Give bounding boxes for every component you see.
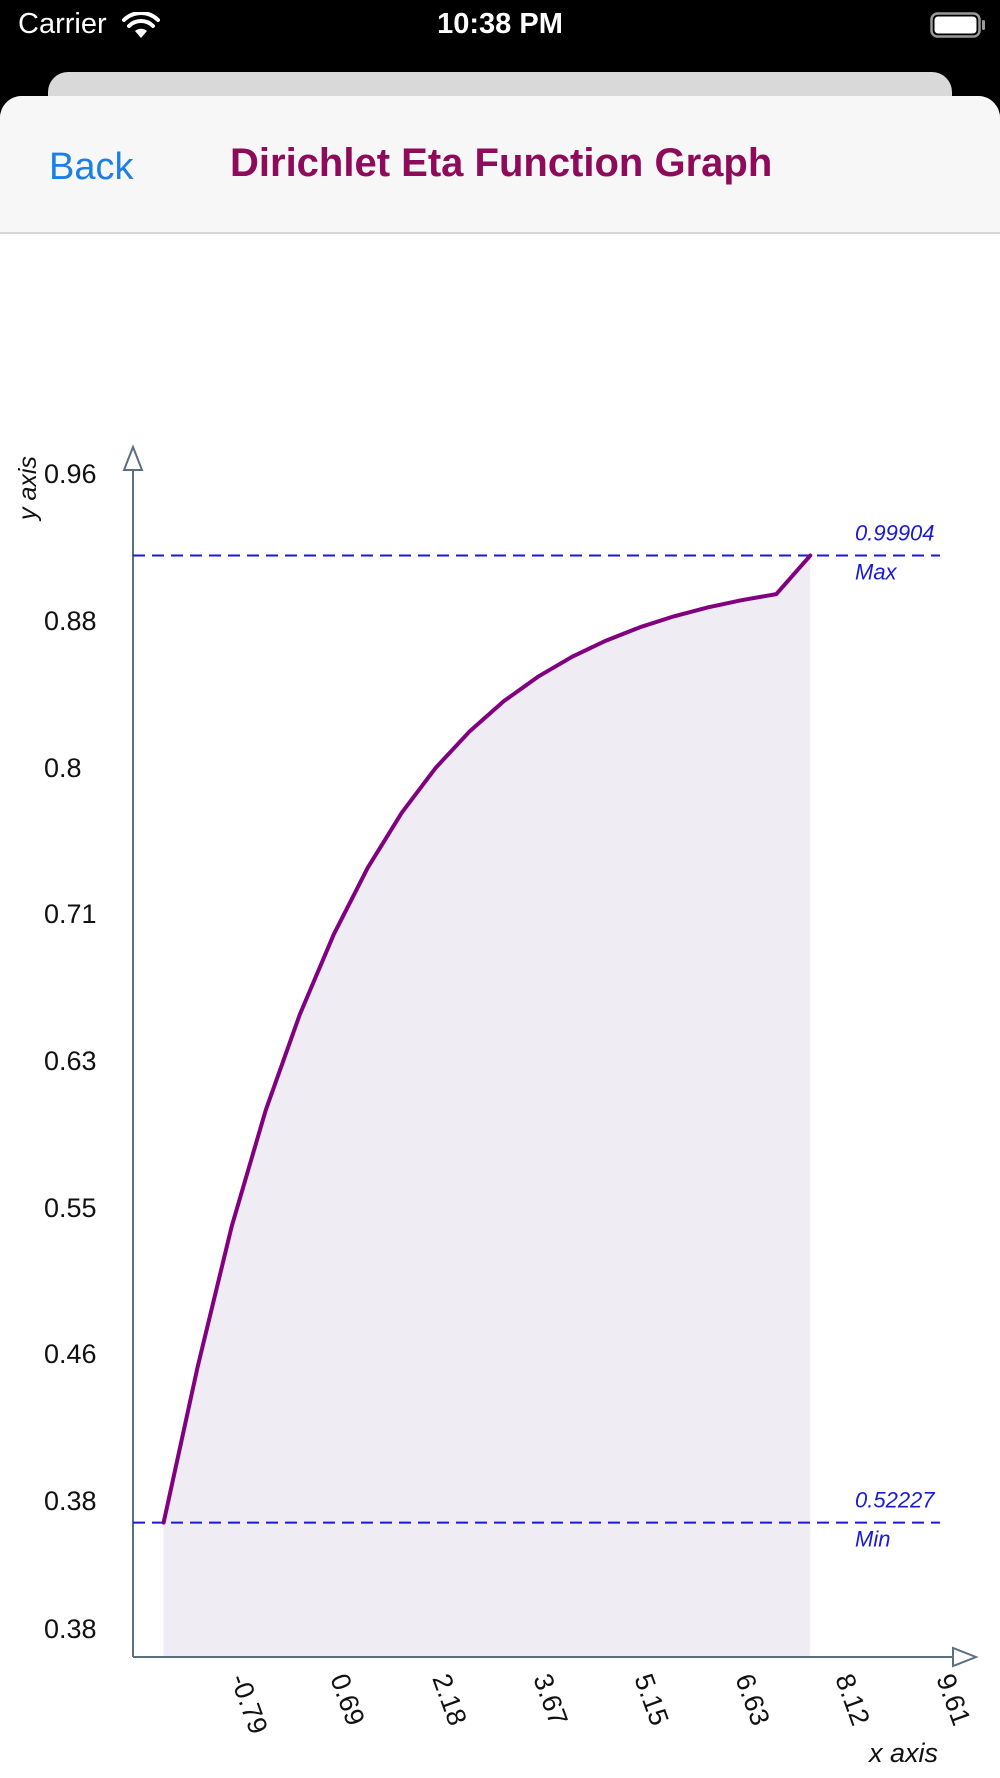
x-axis-title: x axis <box>867 1738 938 1768</box>
y-axis-arrow-icon <box>122 444 144 471</box>
x-tick-label: 8.12 <box>829 1670 875 1730</box>
y-tick-label: 0.71 <box>44 899 97 929</box>
x-tick-label: 9.61 <box>930 1670 976 1730</box>
y-tick-label: 0.38 <box>44 1486 97 1516</box>
y-axis-title: y axis <box>14 456 42 522</box>
wifi-icon <box>122 12 160 38</box>
y-tick-label: 0.55 <box>44 1193 97 1223</box>
reference-value-label: 0.99904 <box>855 521 935 546</box>
reference-value-label: 0.52227 <box>855 1488 935 1513</box>
battery-icon <box>930 12 985 38</box>
status-bar: Carrier 10:38 PM <box>0 0 1000 56</box>
y-tick-label: 0.46 <box>44 1339 97 1369</box>
page-title: Dirichlet Eta Function Graph <box>230 141 773 185</box>
eta-curve <box>161 553 813 1525</box>
x-tick-label: 2.18 <box>426 1670 472 1730</box>
y-tick-label: 0.63 <box>44 1046 97 1076</box>
area-fill <box>163 555 811 1657</box>
y-tick-label: 0.38 <box>44 1614 97 1644</box>
navigation-bar: Back Dirichlet Eta Function Graph <box>0 96 1000 234</box>
reference-name-label: Min <box>855 1527 890 1552</box>
x-tick-label: 6.63 <box>729 1670 775 1730</box>
x-tick-label: -0.79 <box>224 1670 273 1738</box>
y-tick-label: 0.96 <box>44 459 97 489</box>
clock: 10:38 PM <box>437 8 563 40</box>
y-tick-label: 0.88 <box>44 606 97 636</box>
x-tick-label: 0.69 <box>324 1670 370 1730</box>
x-tick-label: 5.15 <box>628 1670 674 1730</box>
carrier-label: Carrier <box>18 8 107 40</box>
y-tick-label: 0.8 <box>44 753 82 783</box>
reference-name-label: Max <box>855 560 898 585</box>
x-tick-label: 3.67 <box>527 1670 573 1730</box>
x-axis-arrow-icon <box>952 1646 979 1668</box>
back-button[interactable]: Back <box>49 146 134 188</box>
